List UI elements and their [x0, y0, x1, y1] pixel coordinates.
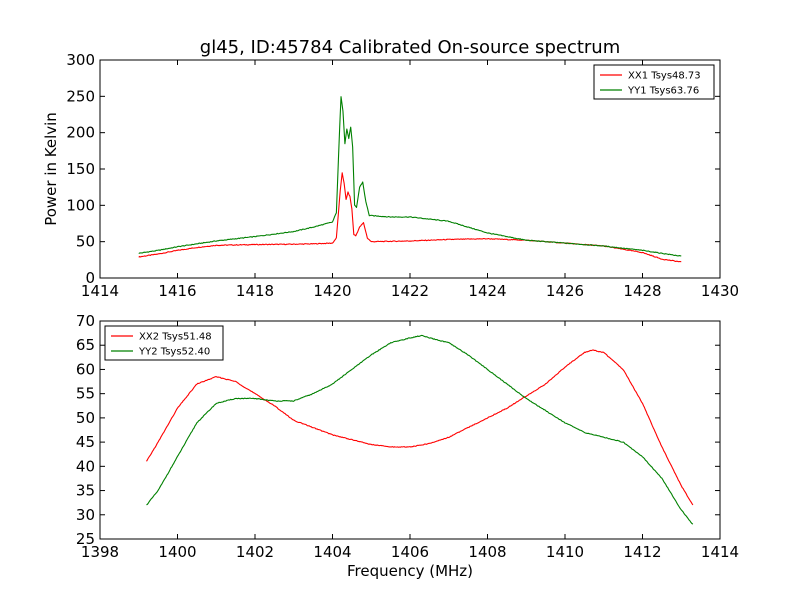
x-tick-label: 1428	[623, 282, 661, 300]
y-tick-label: 50	[76, 233, 95, 251]
y-tick-label: 40	[76, 457, 95, 475]
bottom-plot-frame	[99, 320, 721, 540]
top-plot-frame	[99, 59, 721, 279]
y-tick-label: 250	[66, 87, 95, 105]
series-line-2	[146, 334, 694, 525]
y-tick-label: 200	[66, 124, 95, 142]
y-tick-label: 70	[76, 312, 95, 330]
top-plot: 1414 1416 1418 1420 1422 1424 1426 1428 1430 0 50 1…	[42, 51, 739, 300]
x-tick-label: 1410	[546, 543, 584, 561]
bottom-plot-ticks: 1398 1400 1402 1404 1406 1408 1410 1412 1414 25 30…	[76, 312, 739, 561]
series-line-2	[138, 96, 682, 257]
x-tick-label: 1416	[158, 282, 196, 300]
y-tick-label: 100	[66, 196, 95, 214]
x-tick-label: 1404	[313, 543, 351, 561]
bottom-plot-legend: XX2 Tsys51.48 YY2 Tsys52.40	[104, 325, 224, 361]
x-tick-label: 1400	[158, 543, 196, 561]
legend-entry: YY1 Tsys63.76	[627, 86, 699, 97]
chart-title: gl45, ID:45784 Calibrated On-source spec…	[200, 37, 620, 58]
y-tick-label: 60	[76, 360, 95, 378]
legend-box	[593, 64, 715, 100]
y-tick-label: 55	[76, 385, 95, 403]
y-tick-label: 30	[76, 506, 95, 524]
bottom-plot-xlabel: Frequency (MHz)	[347, 562, 473, 580]
x-tick-label: 1430	[701, 282, 739, 300]
y-tick-label: 50	[76, 409, 95, 427]
legend-entry: YY2 Tsys52.40	[138, 347, 210, 358]
x-tick-label: 1398	[81, 543, 119, 561]
legend-entry: XX2 Tsys51.48	[139, 332, 212, 343]
x-tick-label: 1414	[701, 543, 739, 561]
x-tick-label: 1426	[546, 282, 584, 300]
top-plot-series	[138, 96, 682, 263]
y-tick-label: 0	[85, 269, 95, 287]
x-tick-label: 1412	[623, 543, 661, 561]
y-tick-label: 25	[76, 530, 95, 548]
x-tick-label: 1420	[313, 282, 351, 300]
x-tick-label: 1402	[236, 543, 274, 561]
top-plot-ylabel: Power in Kelvin	[42, 112, 60, 226]
x-tick-label: 1418	[236, 282, 274, 300]
y-tick-label: 150	[66, 160, 95, 178]
x-tick-label: 1422	[391, 282, 429, 300]
bottom-plot: 1398 1400 1402 1404 1406 1408 1410 1412 1414 25 30…	[76, 312, 739, 580]
x-tick-label: 1424	[468, 282, 506, 300]
x-tick-label: 1414	[81, 282, 119, 300]
x-tick-label: 1406	[391, 543, 429, 561]
top-plot-legend: XX1 Tsys48.73 YY1 Tsys63.76	[593, 64, 715, 100]
legend-entry: XX1 Tsys48.73	[628, 71, 701, 82]
x-tick-label: 1408	[468, 543, 506, 561]
y-tick-label: 65	[76, 336, 95, 354]
bottom-plot-series	[146, 334, 694, 525]
legend-box	[104, 325, 224, 361]
top-plot-ticks: 1414 1416 1418 1420 1422 1424 1426 1428 1430 0 50 1…	[66, 51, 739, 300]
y-tick-label: 35	[76, 482, 95, 500]
y-tick-label: 45	[76, 433, 95, 451]
y-tick-label: 300	[66, 51, 95, 69]
series-line-1	[146, 349, 694, 506]
